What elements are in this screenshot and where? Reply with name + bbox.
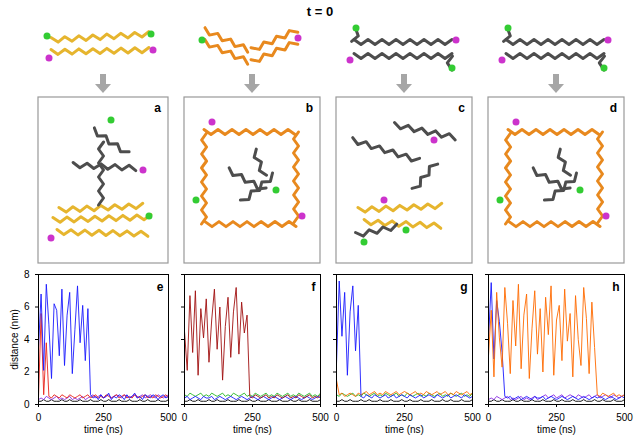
svg-text:c: c [458,101,465,115]
svg-text:g: g [460,280,467,294]
svg-text:0: 0 [24,399,30,410]
svg-text:time (ns): time (ns) [537,424,576,435]
svg-text:time (ns): time (ns) [385,424,424,435]
svg-text:4: 4 [24,334,30,345]
svg-text:500: 500 [160,412,177,423]
svg-text:time (ns): time (ns) [233,424,272,435]
svg-text:250: 250 [244,412,261,423]
svg-text:500: 500 [312,412,329,423]
svg-text:t = 0: t = 0 [307,4,333,19]
svg-text:e: e [157,280,164,294]
svg-text:6: 6 [24,301,30,312]
svg-text:0: 0 [486,412,492,423]
svg-text:250: 250 [396,412,413,423]
svg-text:0: 0 [182,412,188,423]
svg-text:distance (nm): distance (nm) [9,309,20,370]
svg-text:0: 0 [334,412,340,423]
svg-text:a: a [154,101,161,115]
svg-text:f: f [312,280,317,294]
svg-text:d: d [610,101,617,115]
svg-text:500: 500 [464,412,481,423]
svg-text:250: 250 [95,412,112,423]
svg-text:8: 8 [24,269,30,280]
svg-text:0: 0 [36,412,42,423]
svg-text:h: h [612,280,619,294]
svg-text:500: 500 [616,412,633,423]
svg-text:2: 2 [24,366,30,377]
svg-text:b: b [306,101,313,115]
svg-text:time (ns): time (ns) [84,424,123,435]
svg-text:250: 250 [548,412,565,423]
